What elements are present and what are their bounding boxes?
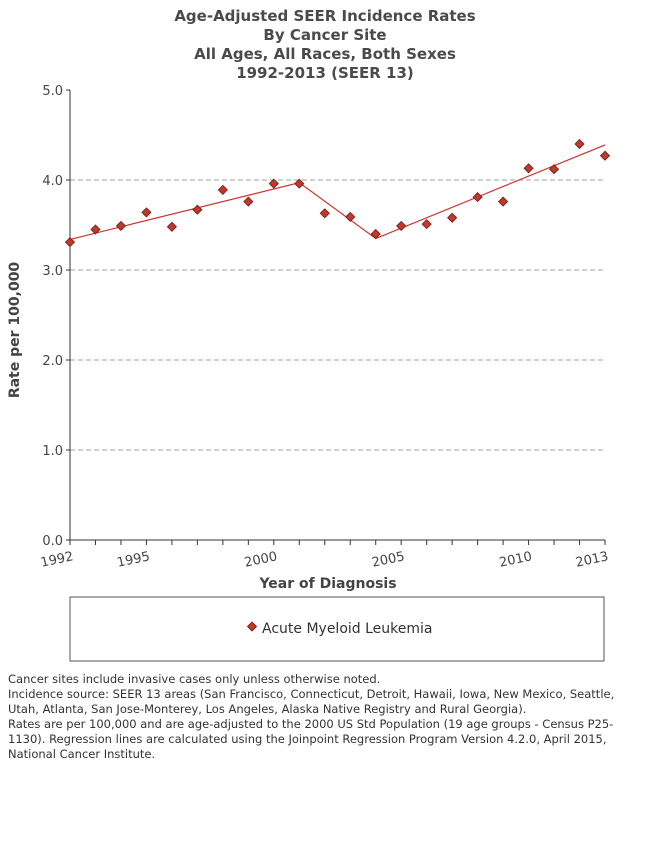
footnote-incidence-source: Incidence source: SEER 13 areas (San Fra… xyxy=(8,687,615,716)
chart-title-line: 1992-2013 (SEER 13) xyxy=(236,64,414,82)
data-point xyxy=(294,178,305,189)
y-tick-label: 0.0 xyxy=(42,534,63,549)
data-point xyxy=(141,207,152,218)
data-point xyxy=(217,184,228,195)
axes xyxy=(66,89,606,545)
data-point xyxy=(574,138,585,150)
x-tick-label: 2010 xyxy=(498,549,533,571)
legend-label-acute-myeloid-leukemia: Acute Myeloid Leukemia xyxy=(262,621,432,637)
chart-title-line: Age-Adjusted SEER Incidence Rates xyxy=(174,7,475,25)
data-point xyxy=(548,164,560,175)
data-point xyxy=(472,192,483,203)
data-point xyxy=(370,228,381,240)
y-tick-labels: 0.0 1.0 2.0 3.0 4.0 5.0 xyxy=(42,84,63,549)
x-tick-label: 2013 xyxy=(574,549,609,571)
y-tick-label: 1.0 xyxy=(42,444,63,459)
x-tick-labels: 1992 1995 2000 2005 2010 2013 xyxy=(39,549,609,571)
data-point xyxy=(498,196,509,207)
data-point xyxy=(243,196,254,207)
x-axis-title: Year of Diagnosis xyxy=(258,576,396,592)
data-point xyxy=(115,220,127,231)
data-point xyxy=(396,220,407,231)
x-tick-label: 2000 xyxy=(243,549,278,571)
y-tick-label: 3.0 xyxy=(42,264,63,279)
gridlines xyxy=(70,179,605,451)
data-point xyxy=(64,237,76,248)
y-axis-title: Rate per 100,000 xyxy=(7,262,23,399)
data-point xyxy=(192,204,203,215)
legend: Acute Myeloid Leukemia xyxy=(69,596,605,662)
legend-marker-diamond-icon xyxy=(246,621,258,632)
chart-title-line: All Ages, All Races, Both Sexes xyxy=(194,45,456,63)
data-points xyxy=(64,138,611,248)
chart-title-line: By Cancer Site xyxy=(263,26,386,44)
x-tick-label: 1992 xyxy=(39,549,74,571)
x-tick-label: 2005 xyxy=(371,549,406,571)
y-tick-label: 5.0 xyxy=(42,84,63,99)
data-point xyxy=(268,178,279,189)
footnote-invasive-cases: Cancer sites include invasive cases only… xyxy=(8,672,381,686)
data-point xyxy=(166,221,177,232)
legend-box xyxy=(69,596,605,662)
data-point xyxy=(523,163,534,174)
data-point xyxy=(345,211,356,222)
data-point xyxy=(421,219,432,230)
footnote-rates-method: Rates are per 100,000 and are age-adjust… xyxy=(8,717,614,761)
regression-lines xyxy=(69,144,606,240)
x-tick-label: 1995 xyxy=(116,549,151,571)
y-tick-label: 2.0 xyxy=(42,354,63,369)
data-point xyxy=(319,208,330,219)
data-point xyxy=(90,224,101,235)
regression-line xyxy=(69,144,606,240)
data-point xyxy=(447,212,458,223)
data-point xyxy=(599,150,611,161)
footnotes: Cancer sites include invasive cases only… xyxy=(8,672,640,762)
y-tick-label: 4.0 xyxy=(42,174,63,189)
